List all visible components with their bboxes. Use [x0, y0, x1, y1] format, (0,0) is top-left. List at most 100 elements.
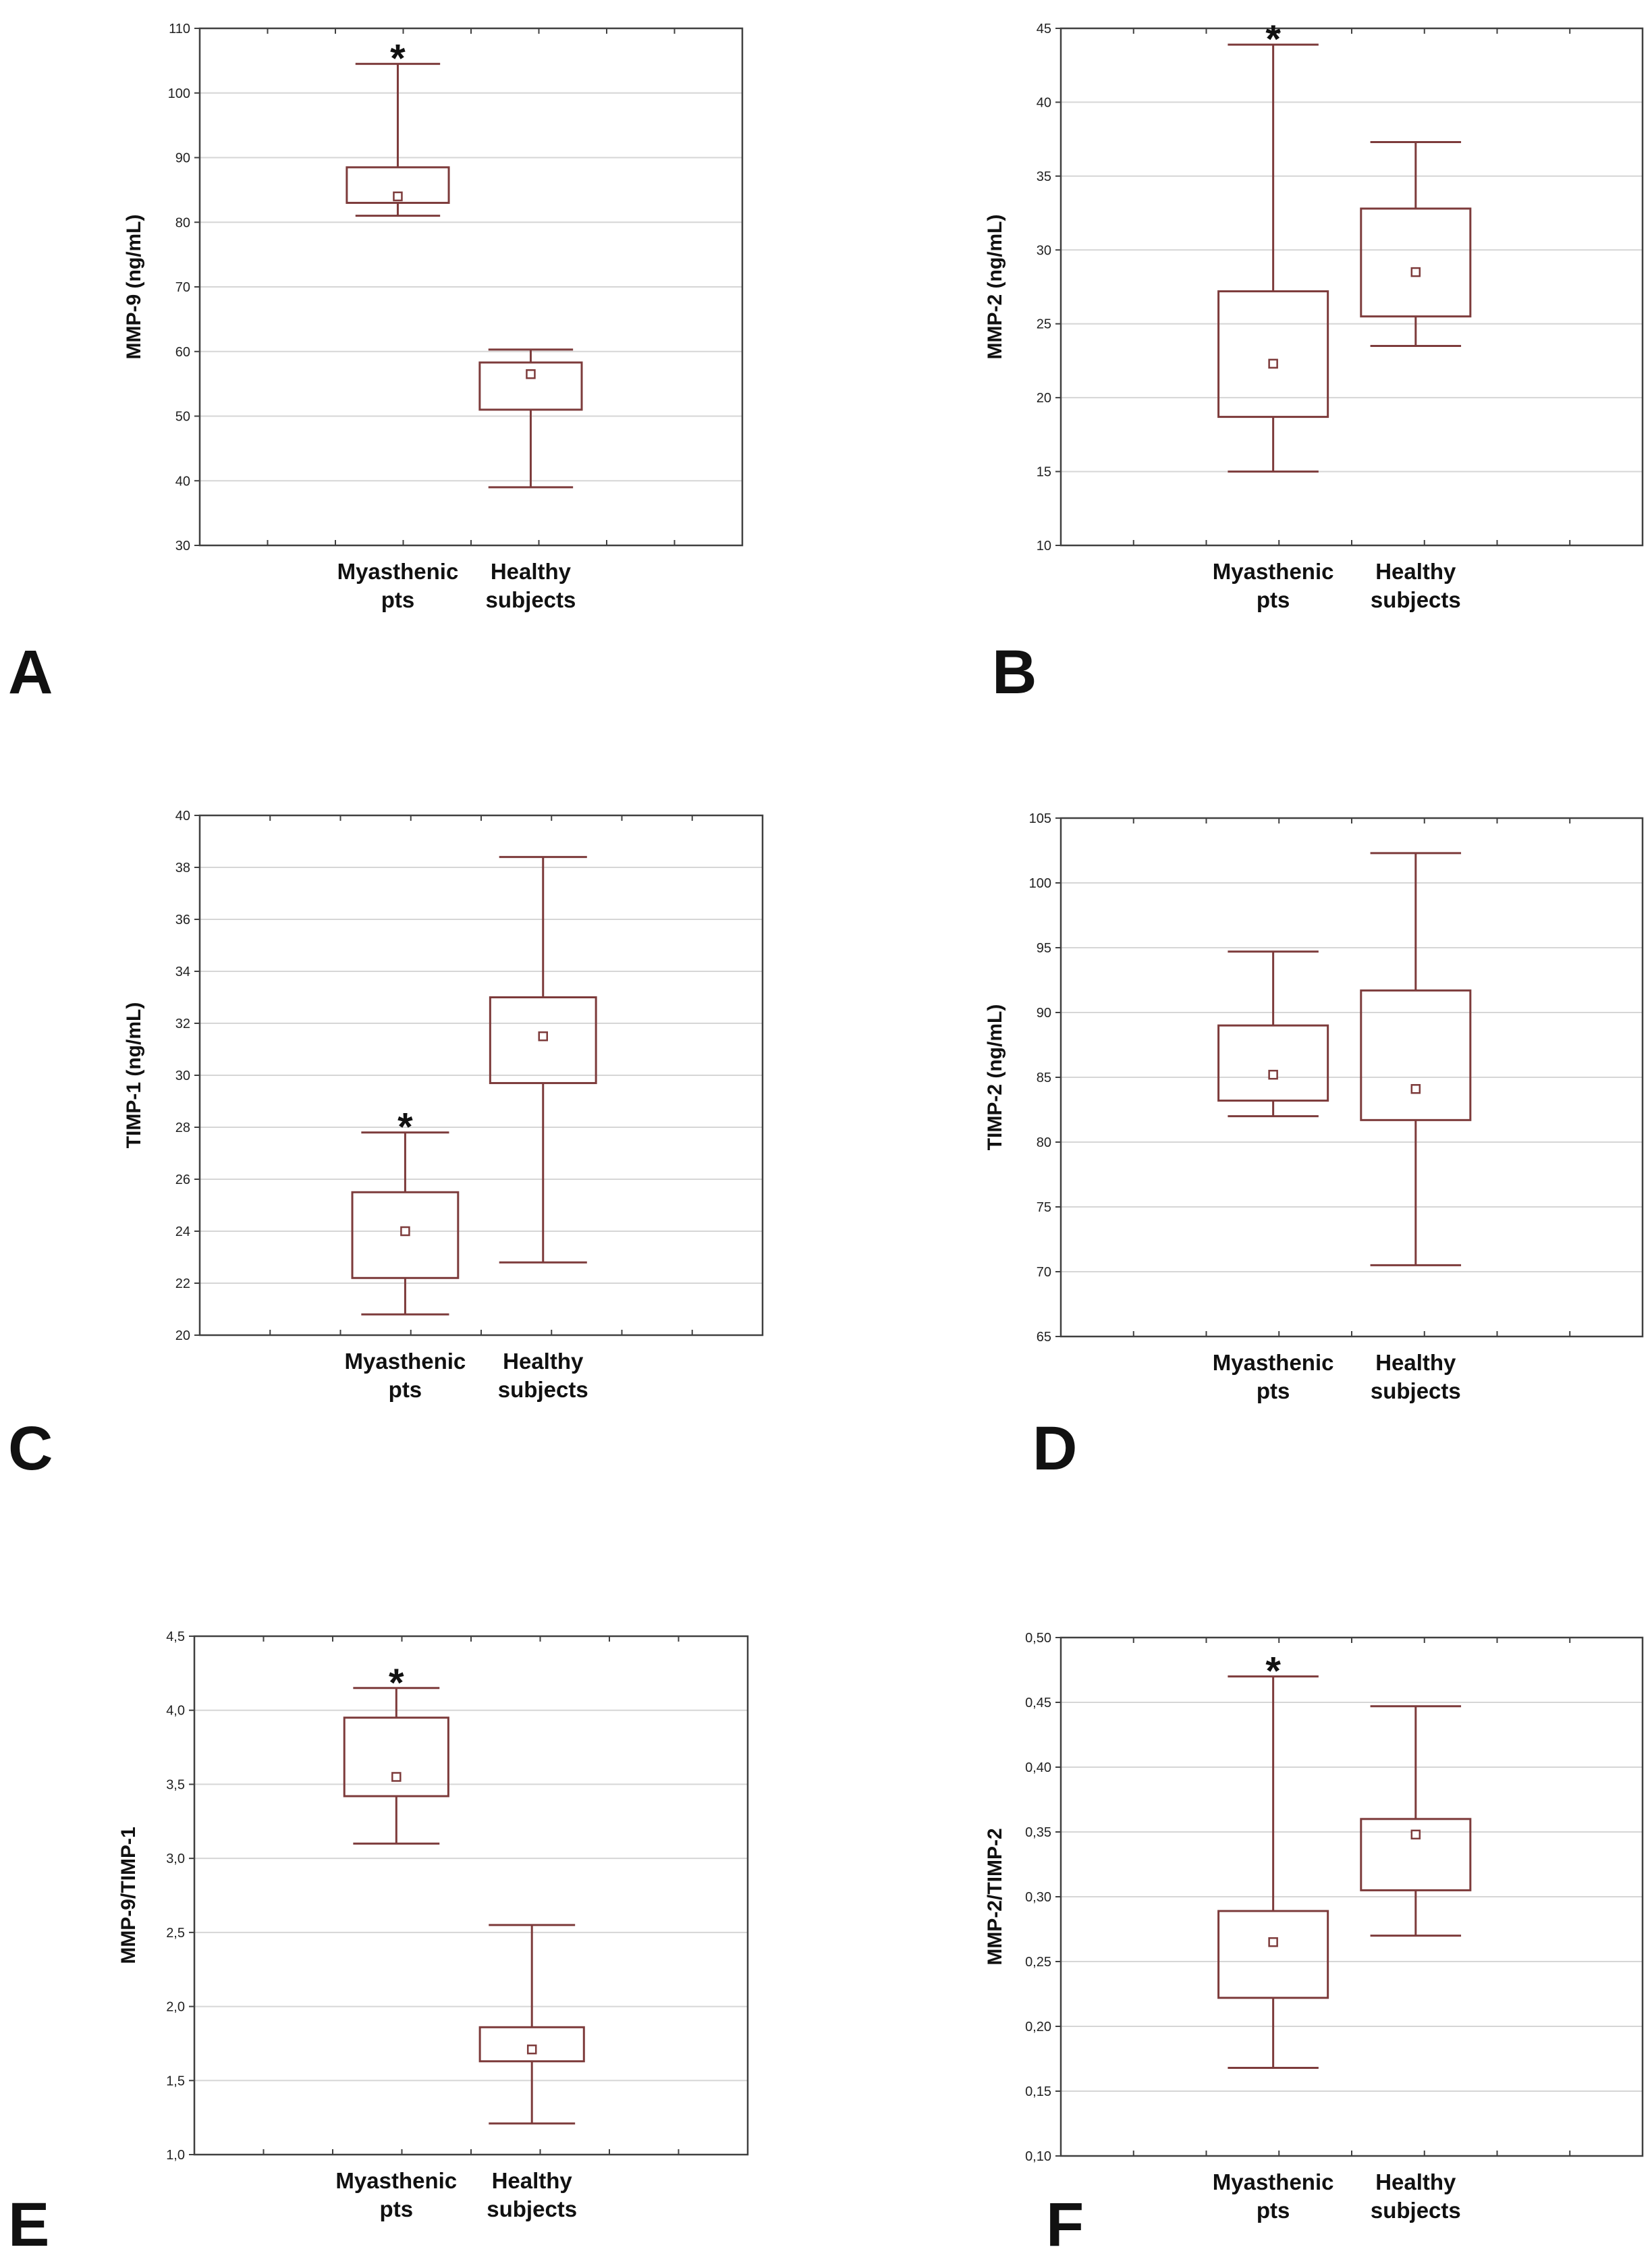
y-tick-label: 100 — [1029, 876, 1051, 891]
plot-frame — [198, 814, 764, 1336]
category-label: subjects — [487, 2196, 577, 2221]
y-tick-label: 40 — [175, 809, 190, 824]
y-tick-label: 80 — [175, 215, 190, 230]
category-label: subjects — [498, 1377, 588, 1402]
y-tick-label: 0,25 — [1025, 1955, 1051, 1970]
box-plot-d: 65 70 75 80 85 90 95 100 105 TIMP-2 (ng/mL) Myasth… — [984, 811, 1644, 1403]
iqr-box — [1217, 1910, 1329, 1999]
iqr-box — [478, 2026, 585, 2063]
chart-panel-b: 10 15 20 25 30 35 40 45 MMP-2 (ng/mL) * Myasthenic… — [826, 0, 1652, 756]
y-tick-label: 90 — [1037, 1006, 1051, 1021]
y-tick-label: 100 — [168, 86, 190, 101]
y-tick-label: 35 — [1037, 169, 1051, 184]
mean-marker — [526, 2044, 537, 2055]
box-group: * — [1217, 18, 1329, 473]
category-label: subjects — [485, 587, 576, 612]
mean-marker — [393, 191, 403, 202]
box-group: * — [346, 37, 450, 217]
y-tick-label: 0,50 — [1025, 1631, 1051, 1646]
box-group: * — [1217, 1650, 1329, 2069]
y-tick-label: 34 — [175, 965, 190, 979]
mean-marker — [526, 369, 536, 379]
iqr-box — [1217, 290, 1329, 418]
y-tick-label: 26 — [175, 1172, 190, 1187]
y-axis-label: TIMP-1 (ng/mL) — [123, 1002, 145, 1149]
iqr-box — [489, 996, 597, 1085]
box-group — [489, 856, 597, 1264]
chart-panel-e: 1,0 1,5 2,0 2,5 3,0 3,5 4,0 4,5 MMP-9/TIMP-1 * Mya… — [0, 1512, 826, 2268]
panel-letter-b: B — [992, 638, 1037, 707]
panel-letter-f: F — [1046, 2190, 1084, 2259]
y-axis-label: MMP-9/TIMP-1 — [117, 1827, 140, 1964]
significance-asterisk: * — [390, 37, 406, 81]
box-group — [478, 1924, 585, 2125]
category-label: Healthy — [1375, 559, 1456, 584]
y-tick-label: 25 — [1037, 317, 1051, 332]
category-label: subjects — [1371, 587, 1461, 612]
y-tick-label: 30 — [1037, 243, 1051, 258]
mean-marker — [1268, 1069, 1278, 1080]
iqr-box — [1360, 1818, 1472, 1891]
category-label: Healthy — [1375, 2169, 1456, 2194]
category-label: Healthy — [503, 1349, 584, 1374]
category-label: pts — [380, 2196, 414, 2221]
y-tick-label: 38 — [175, 861, 190, 875]
category-label: pts — [1257, 2198, 1290, 2223]
panel-letter-d: D — [1032, 1414, 1078, 1483]
category-label: Myasthenic — [1213, 1350, 1334, 1375]
box-group: * — [343, 1661, 449, 1845]
y-tick-label: 90 — [175, 151, 190, 166]
mean-marker — [1410, 1084, 1421, 1094]
category-label: subjects — [1371, 2198, 1461, 2223]
y-axis-label: MMP-2/TIMP-2 — [984, 1828, 1006, 1965]
y-tick-label: 20 — [1037, 391, 1051, 406]
category-label: Healthy — [492, 2168, 573, 2193]
y-tick-label: 0,15 — [1025, 2084, 1051, 2099]
box-plot-e: 1,0 1,5 2,0 2,5 3,0 3,5 4,0 4,5 MMP-9/TIMP-1 * Mya… — [117, 1629, 749, 2221]
y-tick-label: 32 — [175, 1017, 190, 1031]
y-tick-label: 22 — [175, 1276, 190, 1291]
category-label: Myasthenic — [345, 1349, 466, 1374]
category-label: pts — [1257, 587, 1290, 612]
iqr-box — [478, 361, 583, 411]
chart-panel-a: 30 40 50 60 70 80 90 100 110 MMP-9 (ng/mL) * Myasth… — [0, 0, 826, 756]
category-label: Healthy — [491, 559, 572, 584]
y-tick-label: 30 — [175, 1069, 190, 1083]
box-group — [1217, 950, 1329, 1118]
y-tick-label: 10 — [1037, 539, 1051, 554]
y-tick-label: 80 — [1037, 1135, 1051, 1150]
plot-frame — [1059, 1636, 1644, 2157]
y-tick-label: 110 — [169, 22, 190, 36]
category-label: subjects — [1371, 1378, 1461, 1403]
box-group — [1360, 1705, 1472, 1937]
y-tick-label: 2,0 — [166, 2000, 185, 2015]
box-plot-f: 0,10 0,15 0,20 0,25 0,30 0,35 0,40 0,45 0,50 MMP-… — [984, 1631, 1644, 2223]
iqr-box — [351, 1191, 460, 1279]
y-tick-label: 3,0 — [166, 1852, 185, 1866]
y-axis-label: MMP-9 (ng/mL) — [123, 215, 145, 360]
box-group — [1360, 852, 1472, 1266]
category-label: pts — [389, 1377, 422, 1402]
category-label: pts — [381, 587, 415, 612]
y-tick-label: 70 — [175, 280, 190, 295]
category-label: Myasthenic — [1213, 559, 1334, 584]
category-label: Myasthenic — [335, 2168, 457, 2193]
y-tick-label: 45 — [1037, 22, 1051, 36]
y-tick-label: 95 — [1037, 941, 1051, 956]
y-tick-label: 4,5 — [166, 1629, 185, 1644]
mean-marker — [1268, 1937, 1278, 1947]
panel-letter-a: A — [8, 638, 53, 707]
y-tick-label: 2,5 — [166, 1926, 185, 1941]
y-tick-label: 1,0 — [166, 2148, 185, 2163]
y-tick-label: 0,45 — [1025, 1696, 1051, 1710]
significance-asterisk: * — [397, 1106, 413, 1150]
chart-panel-d: 65 70 75 80 85 90 95 100 105 TIMP-2 (ng/mL) Myasth… — [826, 756, 1652, 1512]
plot-frame — [198, 27, 744, 547]
iqr-box — [346, 166, 450, 205]
box-group — [1360, 141, 1472, 348]
y-tick-label: 20 — [175, 1328, 190, 1343]
plot-frame — [1059, 817, 1644, 1338]
y-tick-label: 75 — [1037, 1200, 1051, 1215]
mean-marker — [538, 1031, 548, 1042]
box-plot-c: 20 22 24 26 28 30 32 34 36 38 40 TIMP-1 (ng/mL) * Mya… — [123, 809, 764, 1402]
